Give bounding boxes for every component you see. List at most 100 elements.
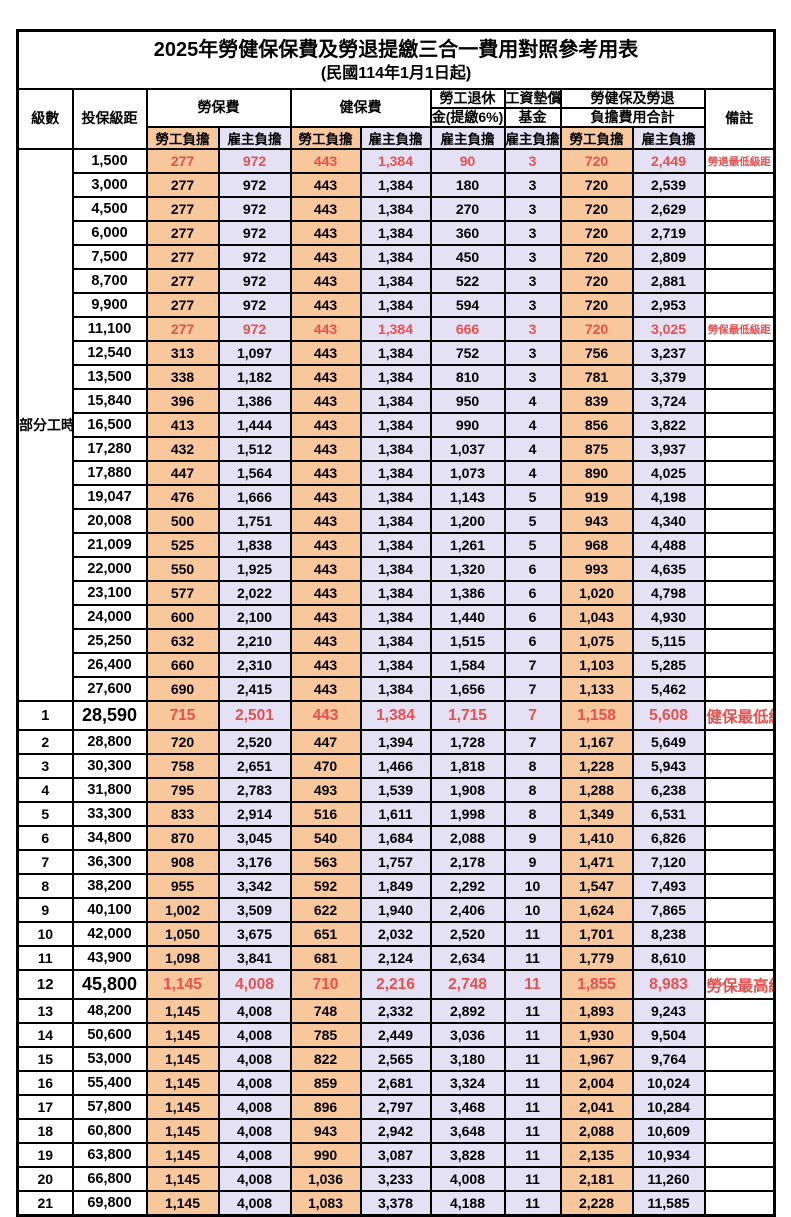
cell-labor-employer: 3,841 (217, 945, 292, 971)
cell-health-employer: 2,124 (359, 945, 432, 971)
cell-health-employee: 443 (289, 316, 362, 342)
cell-bracket: 48,200 (71, 998, 148, 1024)
cell-labor-employee: 600 (145, 604, 220, 630)
cell-wage-fund-employer: 10 (503, 897, 562, 923)
cell-remark (703, 268, 776, 294)
cell-health-employer: 1,384 (359, 172, 432, 198)
cell-health-employee: 443 (289, 196, 362, 222)
cell-labor-employee: 870 (145, 825, 220, 851)
cell-level: 11 (16, 945, 74, 971)
cell-health-employee: 470 (289, 753, 362, 779)
table-row: 9 40,100 1,002 3,509 622 1,940 2,406 10 1,624 7,8… (16, 897, 776, 923)
cell-total-employer: 10,609 (631, 1118, 706, 1144)
col-header-wage-fund-line1: 工資墊償 (503, 88, 562, 109)
cell-total-employee: 993 (559, 556, 634, 582)
cell-labor-employee: 1,098 (145, 945, 220, 971)
table-row: 3,000 277 972 443 1,384 180 3 720 2,539 (18, 172, 776, 198)
cell-total-employee: 1,349 (559, 801, 634, 827)
cell-health-employee: 443 (289, 244, 362, 270)
cell-total-employee: 890 (559, 460, 634, 486)
fee-reference-table-sheet: 2025年勞健保保費及勞退提繳三合一費用對照參考用表 (民國114年1月1日起)… (16, 29, 777, 1217)
table-row: 19 63,800 1,145 4,008 990 3,087 3,828 11 2,135 10… (16, 1142, 776, 1168)
cell-labor-employer: 972 (217, 292, 292, 318)
cell-bracket: 33,300 (71, 801, 148, 827)
cell-pension-employer: 950 (429, 388, 506, 414)
cell-pension-employer: 2,892 (429, 998, 506, 1024)
cell-level: 3 (16, 753, 74, 779)
cell-wage-fund-employer: 6 (503, 580, 562, 606)
cell-labor-employer: 3,176 (217, 849, 292, 875)
cell-health-employee: 443 (289, 652, 362, 678)
cell-wage-fund-employer: 11 (503, 1094, 562, 1120)
cell-remark (703, 628, 776, 654)
cell-bracket: 20,008 (71, 508, 148, 534)
cell-remark (703, 897, 776, 923)
cell-wage-fund-employer: 11 (503, 1142, 562, 1168)
cell-wage-fund-employer: 3 (503, 364, 562, 390)
cell-pension-employer: 2,634 (429, 945, 506, 971)
cell-bracket: 23,100 (71, 580, 148, 606)
cell-labor-employer: 2,914 (217, 801, 292, 827)
cell-total-employer: 4,930 (631, 604, 706, 630)
cell-health-employee: 516 (289, 801, 362, 827)
cell-pension-employer: 1,818 (429, 753, 506, 779)
cell-labor-employer: 1,838 (217, 532, 292, 558)
cell-labor-employer: 2,310 (217, 652, 292, 678)
cell-total-employer: 5,608 (631, 700, 706, 731)
cell-labor-employee: 795 (145, 777, 220, 803)
cell-labor-employee: 955 (145, 873, 220, 899)
cell-remark (703, 340, 776, 366)
cell-pension-employer: 666 (429, 316, 506, 342)
cell-wage-fund-employer: 7 (503, 652, 562, 678)
cell-bracket: 26,400 (71, 652, 148, 678)
cell-remark (703, 244, 776, 270)
cell-pension-employer: 270 (429, 196, 506, 222)
cell-pension-employer: 3,324 (429, 1070, 506, 1096)
cell-health-employee: 896 (289, 1094, 362, 1120)
cell-total-employee: 2,135 (559, 1142, 634, 1168)
cell-labor-employer: 4,008 (217, 1022, 292, 1048)
cell-pension-employer: 990 (429, 412, 506, 438)
col-header-wage-fund-line2: 基金 (503, 107, 562, 128)
cell-labor-employer: 972 (217, 316, 292, 342)
cell-bracket: 3,000 (71, 172, 148, 198)
cell-total-employer: 10,284 (631, 1094, 706, 1120)
cell-wage-fund-employer: 8 (503, 801, 562, 827)
cell-labor-employee: 432 (145, 436, 220, 462)
cell-remark (703, 196, 776, 222)
table-row: 8 38,200 955 3,342 592 1,849 2,292 10 1,547 7,493 (16, 873, 776, 899)
cell-remark (703, 508, 776, 534)
cell-wage-fund-employer: 3 (503, 340, 562, 366)
cell-level: 21 (16, 1190, 74, 1217)
cell-bracket: 17,280 (71, 436, 148, 462)
table-row: 9,900 277 972 443 1,384 594 3 720 2,953 (18, 292, 776, 318)
table-row: 27,600 690 2,415 443 1,384 1,656 7 1,133 5,462 (18, 676, 776, 702)
cell-health-employer: 1,384 (359, 532, 432, 558)
cell-level: 17 (16, 1094, 74, 1120)
cell-labor-employer: 4,008 (217, 1166, 292, 1192)
cell-total-employee: 1,624 (559, 897, 634, 923)
cell-pension-employer: 1,715 (429, 700, 506, 731)
cell-level: 6 (16, 825, 74, 851)
cell-wage-fund-employer: 4 (503, 412, 562, 438)
cell-health-employer: 1,384 (359, 292, 432, 318)
cell-bracket: 40,100 (71, 897, 148, 923)
cell-total-employee: 2,181 (559, 1166, 634, 1192)
cell-health-employer: 1,384 (359, 604, 432, 630)
cell-health-employee: 443 (289, 436, 362, 462)
cell-health-employer: 1,384 (359, 556, 432, 582)
cell-total-employer: 3,379 (631, 364, 706, 390)
cell-wage-fund-employer: 5 (503, 484, 562, 510)
cell-pension-employer: 4,188 (429, 1190, 506, 1217)
cell-labor-employee: 1,002 (145, 897, 220, 923)
cell-labor-employer: 4,008 (217, 1094, 292, 1120)
cell-bracket: 17,880 (71, 460, 148, 486)
cell-health-employee: 443 (289, 388, 362, 414)
cell-remark (703, 364, 776, 390)
table-row: 15,840 396 1,386 443 1,384 950 4 839 3,724 (18, 388, 776, 414)
cell-health-employee: 493 (289, 777, 362, 803)
table-row: 21,009 525 1,838 443 1,384 1,261 5 968 4,488 (18, 532, 776, 558)
cell-health-employee: 443 (289, 340, 362, 366)
cell-health-employee: 822 (289, 1046, 362, 1072)
cell-remark (703, 220, 776, 246)
